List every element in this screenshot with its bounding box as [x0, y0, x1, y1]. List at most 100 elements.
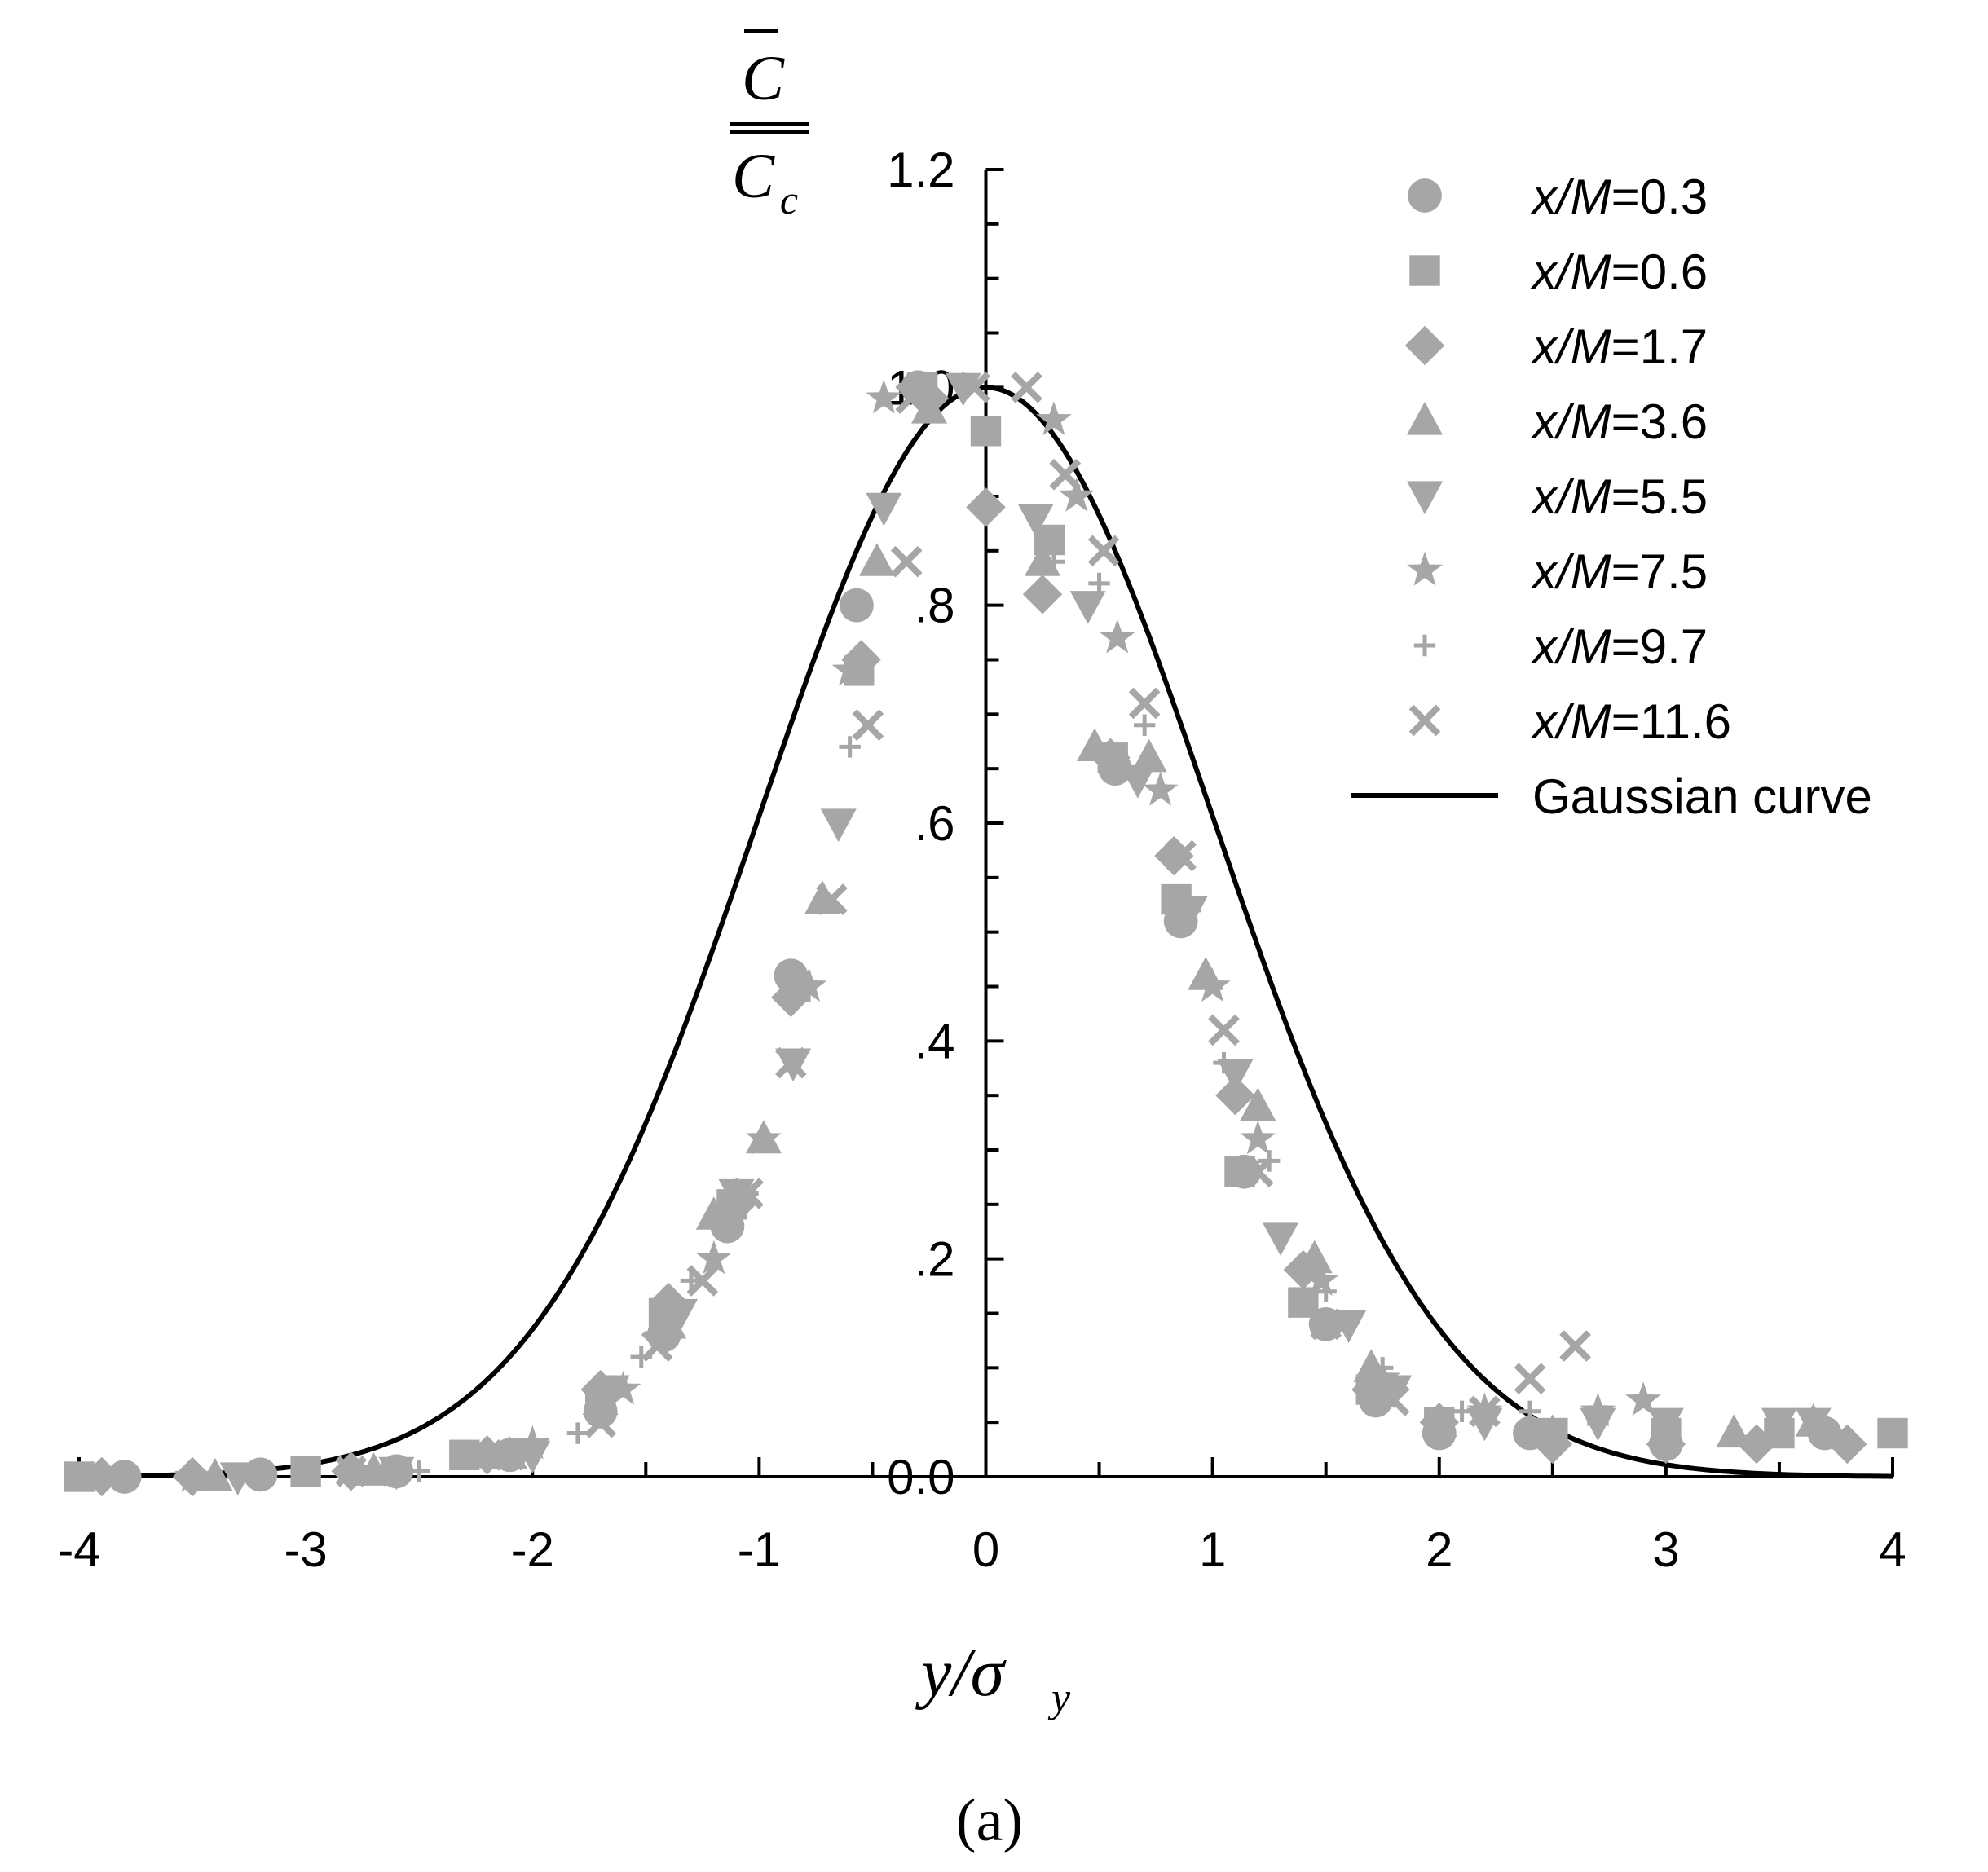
data-point — [82, 1456, 122, 1497]
data-point — [335, 1455, 368, 1487]
data-point — [174, 1457, 210, 1492]
y-tick-label: .4 — [914, 1014, 954, 1068]
series-8 — [335, 372, 1591, 1487]
x-tick-label: -2 — [511, 1522, 554, 1577]
data-point — [1194, 967, 1231, 1002]
data-point — [771, 977, 811, 1018]
legend-item: x/M=7.5 — [1407, 544, 1708, 599]
legend-marker — [1407, 481, 1443, 515]
gaussian-curve — [78, 385, 1893, 1479]
data-point — [1877, 1417, 1908, 1449]
data-point — [1519, 1400, 1541, 1422]
legend-marker — [1404, 325, 1445, 366]
data-point — [1372, 1357, 1394, 1379]
data-point — [1761, 1407, 1797, 1442]
data-point — [584, 1406, 617, 1438]
x-label-main: y/σ — [915, 1635, 1007, 1711]
data-point — [1077, 728, 1113, 762]
data-point — [650, 1294, 687, 1329]
x-tick-label: 0 — [972, 1522, 999, 1577]
legend-marker — [1408, 704, 1441, 737]
data-point — [695, 1240, 732, 1275]
data-point — [859, 543, 895, 576]
data-point — [895, 382, 928, 415]
data-point — [1315, 1280, 1337, 1302]
data-point — [1131, 738, 1167, 773]
legend-marker — [1413, 634, 1436, 657]
data-point — [774, 1046, 807, 1079]
data-point — [910, 390, 947, 424]
data-point — [1069, 591, 1106, 624]
data-point — [650, 1305, 687, 1339]
legend-label: x/M=9.7 — [1530, 619, 1708, 674]
y-tick-label: .8 — [914, 579, 954, 633]
data-point — [1587, 1411, 1609, 1434]
data-point — [1208, 1014, 1240, 1046]
data-point — [1133, 714, 1156, 736]
legend-marker — [1407, 551, 1443, 586]
series-5 — [219, 372, 1832, 1496]
data-point — [840, 588, 874, 623]
curve-layer — [78, 385, 1893, 1479]
figure-caption: (a) — [956, 1787, 1023, 1854]
data-point — [494, 1438, 526, 1471]
data-point — [866, 379, 902, 414]
data-point — [866, 492, 902, 526]
data-point — [1036, 401, 1072, 436]
legend-label: x/M=0.6 — [1530, 244, 1708, 299]
data-point — [107, 1460, 142, 1494]
legend-label: x/M=0.3 — [1530, 170, 1708, 224]
data-point — [966, 487, 1006, 527]
data-point — [514, 1440, 551, 1474]
data-point — [605, 1371, 641, 1405]
data-point — [970, 416, 1002, 447]
data-point — [839, 736, 861, 758]
data-point — [1241, 1156, 1274, 1188]
y-tick-label: .2 — [914, 1232, 954, 1287]
x-tick-label: -4 — [57, 1522, 100, 1577]
data-point — [1303, 1262, 1340, 1297]
legend-item: x/M=9.7 — [1413, 619, 1708, 674]
legend-curve-label: Gaussian curve — [1532, 769, 1872, 824]
data-point — [1165, 839, 1197, 872]
data-point — [1088, 572, 1110, 595]
data-point — [1119, 764, 1156, 799]
legend-item-curve: Gaussian curve — [1351, 769, 1872, 824]
y-label-numerator: C — [742, 42, 785, 113]
data-point — [1154, 835, 1194, 876]
data-point — [1625, 1381, 1661, 1416]
data-point — [1087, 535, 1120, 567]
data-point — [1795, 1407, 1832, 1442]
x-tick-label: 2 — [1426, 1522, 1452, 1577]
data-point — [1011, 372, 1042, 403]
data-point — [1099, 619, 1135, 654]
y-tick-label: 1.2 — [887, 143, 954, 197]
data-point — [816, 883, 848, 915]
data-point — [1310, 1308, 1342, 1341]
legend-marker — [1409, 255, 1440, 286]
data-point — [1534, 1414, 1571, 1448]
data-point — [1736, 1424, 1777, 1465]
data-point — [1213, 1051, 1235, 1074]
data-point — [831, 651, 868, 686]
data-point — [641, 1330, 673, 1362]
legend-label: x/M=11.6 — [1530, 694, 1731, 749]
data-point — [686, 1265, 719, 1297]
series-1 — [107, 370, 1842, 1494]
data-point — [227, 1465, 249, 1488]
data-point — [1421, 1403, 1457, 1437]
legend-item: x/M=0.3 — [1408, 170, 1708, 224]
data-point — [1330, 1310, 1367, 1343]
data-point — [1179, 899, 1201, 922]
y-label-denominator-sub: c — [780, 177, 798, 222]
legend-item: x/M=11.6 — [1408, 694, 1731, 749]
legend-item: x/M=0.6 — [1409, 244, 1708, 299]
data-point — [1025, 543, 1061, 576]
data-point — [1240, 1120, 1276, 1155]
legend-marker — [1408, 178, 1442, 213]
data-point — [1580, 1392, 1616, 1427]
legend-item: x/M=3.6 — [1407, 394, 1708, 449]
x-tick-label: -3 — [284, 1522, 327, 1577]
data-point — [1827, 1424, 1867, 1465]
y-label-denominator: C — [732, 140, 775, 211]
